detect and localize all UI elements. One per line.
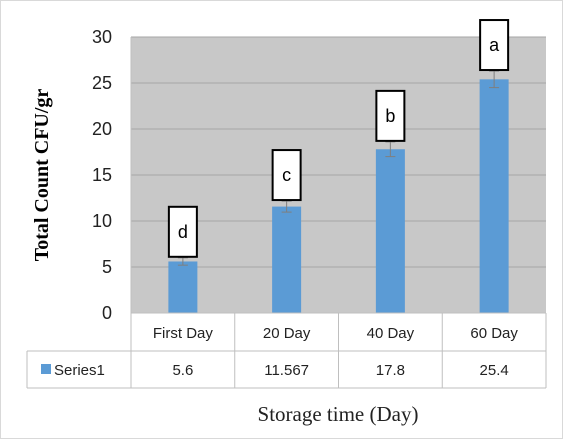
bar bbox=[479, 79, 509, 313]
annotation-letter: b bbox=[385, 106, 395, 126]
y-tick-label: 20 bbox=[92, 119, 112, 139]
bar bbox=[168, 261, 198, 313]
annotation-box bbox=[271, 149, 302, 202]
data-table: First Day 5.6 20 Day 11.567 40 Day 17.8 60 Day… bbox=[26, 37, 547, 389]
y-tick-label: 5 bbox=[102, 257, 112, 277]
bars: d c b a bbox=[167, 19, 510, 313]
annotation-letter: a bbox=[489, 35, 500, 55]
y-axis-label: Total Count CFU/gr bbox=[31, 89, 53, 262]
data-table-value: 17.8 bbox=[376, 362, 405, 379]
data-table-value: 25.4 bbox=[480, 362, 509, 379]
category-label: 20 Day bbox=[263, 325, 311, 342]
bar bbox=[375, 149, 405, 313]
y-tick-label: 15 bbox=[92, 165, 112, 185]
y-tick-label: 30 bbox=[92, 27, 112, 47]
bar bbox=[272, 206, 302, 313]
y-tick-label: 10 bbox=[92, 211, 112, 231]
y-tick-label: 25 bbox=[92, 73, 112, 93]
y-tick-label: 0 bbox=[102, 303, 112, 323]
data-table-value: 11.567 bbox=[264, 362, 309, 379]
category-label: 40 Day bbox=[367, 325, 415, 342]
x-axis-label: Storage time (Day) bbox=[258, 402, 419, 426]
annotation-box bbox=[167, 205, 198, 258]
category-label: 60 Day bbox=[470, 325, 518, 342]
legend-swatch bbox=[41, 364, 51, 374]
annotation-letter: d bbox=[178, 222, 188, 242]
data-table-value: 5.6 bbox=[172, 362, 193, 379]
legend-series-name: Series1 bbox=[54, 362, 105, 379]
annotation-box bbox=[375, 89, 406, 142]
annotation-letter: c bbox=[282, 165, 291, 185]
category-label: First Day bbox=[153, 325, 214, 342]
annotation-box bbox=[479, 19, 510, 72]
y-axis-ticks: 0 5 10 15 20 25 30 bbox=[92, 27, 112, 323]
